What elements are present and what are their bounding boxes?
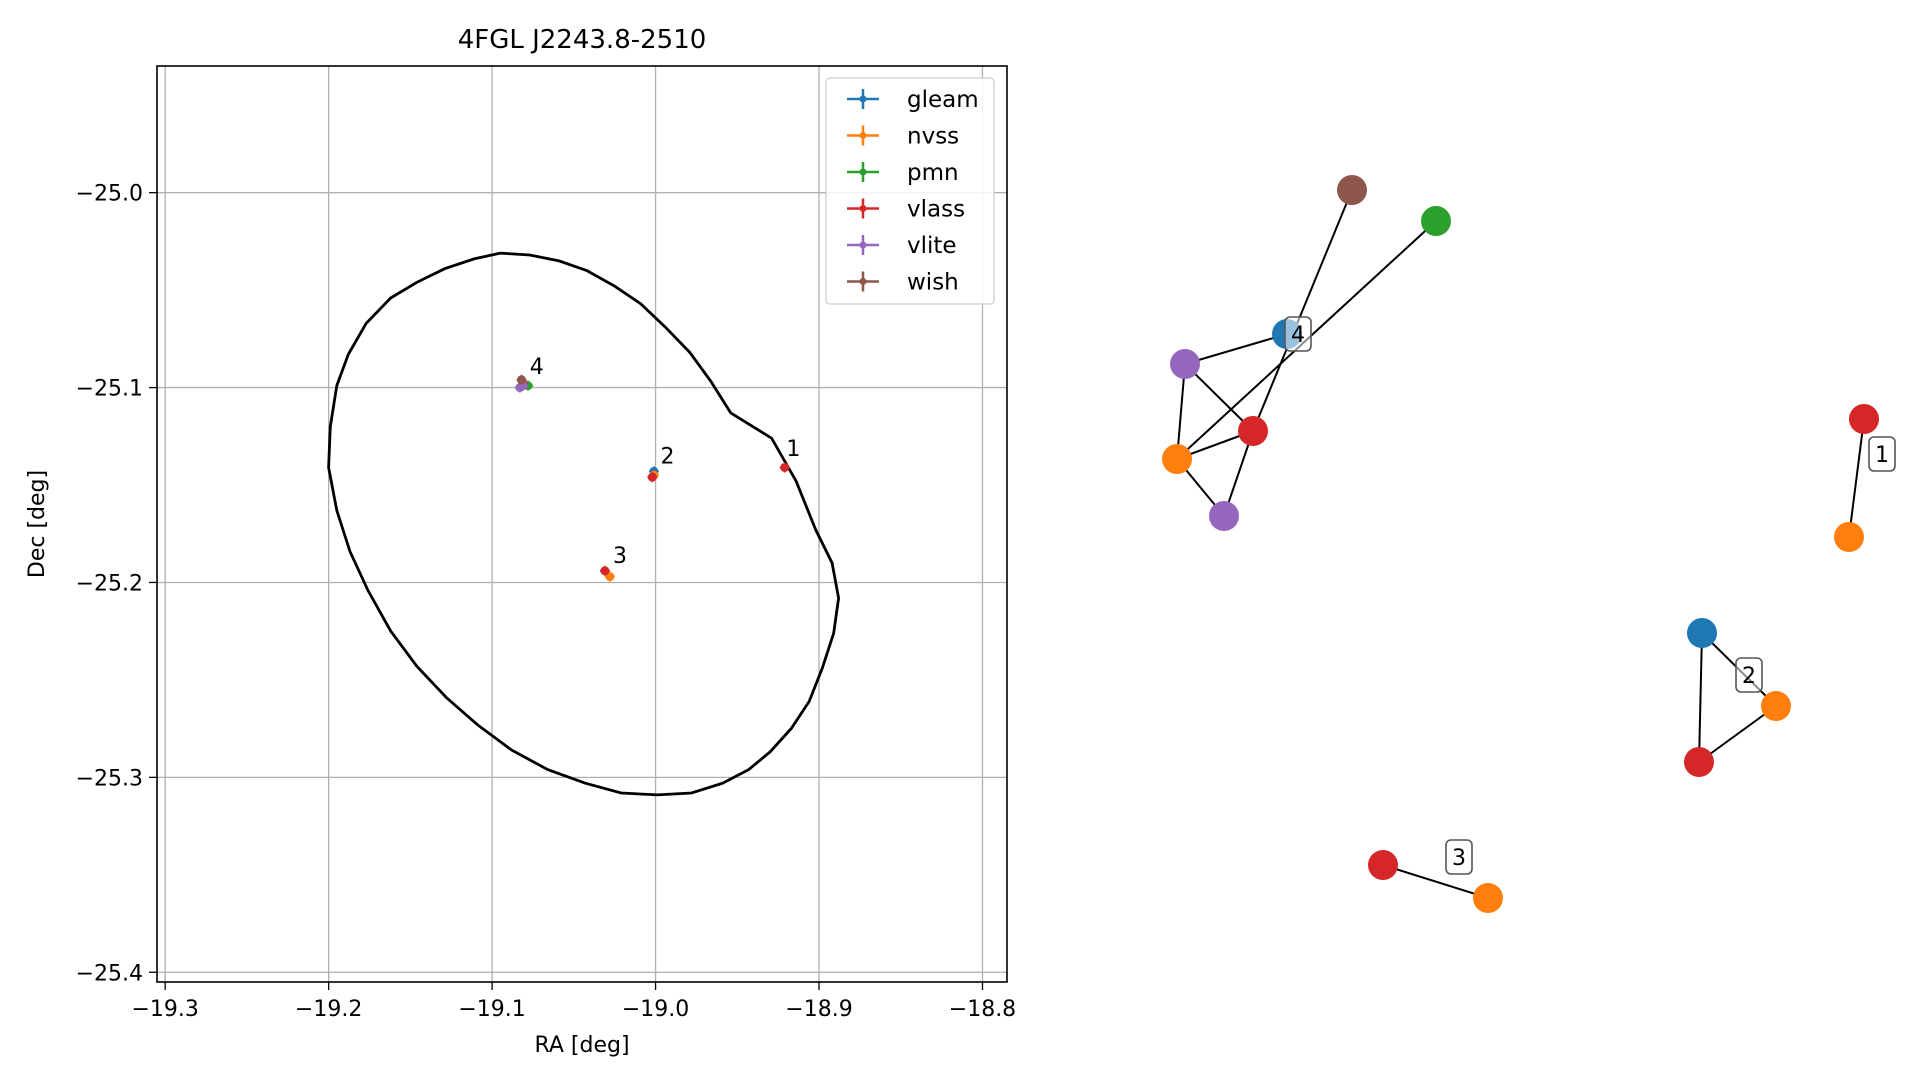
network-graph: 1 2 3 4 [1162,175,1896,913]
legend-label: vlass [907,197,965,223]
y-tick-label: −25.0 [76,182,143,207]
graph-node-vlass2 [1684,747,1714,777]
y-tick-label: −25.4 [76,961,143,986]
legend-items: gleam nvss pmn vlass vlite wish [847,87,979,296]
point-annotation: 4 [530,355,544,380]
points-layer [514,374,790,582]
legend-marker [859,132,867,139]
y-tick-label: −25.1 [76,377,143,402]
edges-layer [1176,189,1865,899]
graph-node-gleam2 [1687,618,1717,648]
x-tick-label: −19.2 [295,997,362,1022]
legend-entry-vlass: vlass [847,197,965,223]
graph-node-pmn [1421,206,1451,236]
legend-marker [859,168,867,176]
graph-group-label: 3 [1445,839,1473,875]
graph-edge [1184,333,1288,365]
graph-edge [1184,363,1254,432]
graph-labels-layer: 1 2 3 4 [1284,316,1896,875]
graph-label-box [1868,436,1896,472]
legend-entry-wish: wish [847,270,959,296]
x-axis-label: RA [deg] [534,1033,629,1058]
legend: gleam nvss pmn vlass vlite wish [825,77,995,305]
nodes-layer [1162,175,1879,913]
graph-edge [1252,189,1353,432]
graph-node-vlite_b [1209,501,1239,531]
graph-label-text: 1 [1875,443,1889,468]
graph-edge [1176,363,1186,460]
graph-node-vlass3 [1368,850,1398,880]
x-ticks: −19.3 −19.2 −19.1 −19.0 −18.9 −18.8 [131,982,1016,1022]
legend-label: gleam [907,87,979,113]
legend-marker [859,278,867,285]
confidence-ellipse [327,251,841,797]
graph-label-text: 4 [1291,323,1305,348]
point-annotation: 2 [660,445,674,470]
graph-label-box [1445,839,1473,875]
point-annotation: 1 [786,437,800,462]
graph-node-vlite_a [1170,349,1200,379]
chart-title: 4FGL J2243.8-2510 [458,25,707,55]
graph-edge [1382,864,1489,899]
graph-group-label: 2 [1735,657,1763,693]
data-point-wish [516,374,527,385]
graph-group-label: 4 [1284,316,1312,352]
x-tick-label: −18.9 [785,997,852,1022]
legend-entry-nvss: nvss [847,124,959,150]
graph-node-nvss3 [1473,883,1503,913]
graph-edge [1698,632,1703,763]
legend-label: nvss [907,124,959,150]
graph-label-box [1284,316,1312,352]
legend-label: wish [907,270,959,296]
data-point-vlass [647,472,658,483]
graph-node-nvss2 [1761,691,1791,721]
legend-entry-pmn: pmn [847,160,959,186]
y-tick-label: −25.2 [76,571,143,596]
graph-label-text: 2 [1742,664,1756,689]
axes-frame [156,65,1008,983]
data-point-vlass [599,565,610,576]
y-ticks: −25.0 −25.1 −25.2 −25.3 −25.4 [76,182,157,986]
legend-label: pmn [907,160,959,186]
y-axis-label: Dec [deg] [25,470,50,578]
y-tick-label: −25.3 [76,766,143,791]
graph-edge [1848,418,1865,538]
legend-entry-vlite: vlite [847,233,957,259]
x-tick-label: −19.3 [131,997,198,1022]
data-point-vlass [779,462,790,473]
legend-label: vlite [907,233,957,259]
confidence-ellipse-layer [327,251,841,797]
graph-group-label: 1 [1868,436,1896,472]
annotations-layer: 1 2 3 4 [530,355,801,569]
legend-marker [859,95,867,103]
graph-node-vlass4 [1238,416,1268,446]
x-tick-label: −18.8 [949,997,1016,1022]
graph-label-box [1735,657,1763,693]
point-annotation: 3 [613,544,627,569]
legend-entry-gleam: gleam [847,87,979,113]
legend-marker [859,241,867,249]
graph-node-nvss4 [1162,444,1192,474]
graph-node-vlass1 [1849,404,1879,434]
graph-node-wish [1337,175,1367,205]
graph-label-text: 3 [1452,846,1466,871]
graph-node-nvss1 [1834,522,1864,552]
x-tick-label: −19.1 [458,997,525,1022]
legend-marker [859,205,867,212]
graph-edge [1698,705,1777,763]
x-tick-label: −19.0 [622,997,689,1022]
